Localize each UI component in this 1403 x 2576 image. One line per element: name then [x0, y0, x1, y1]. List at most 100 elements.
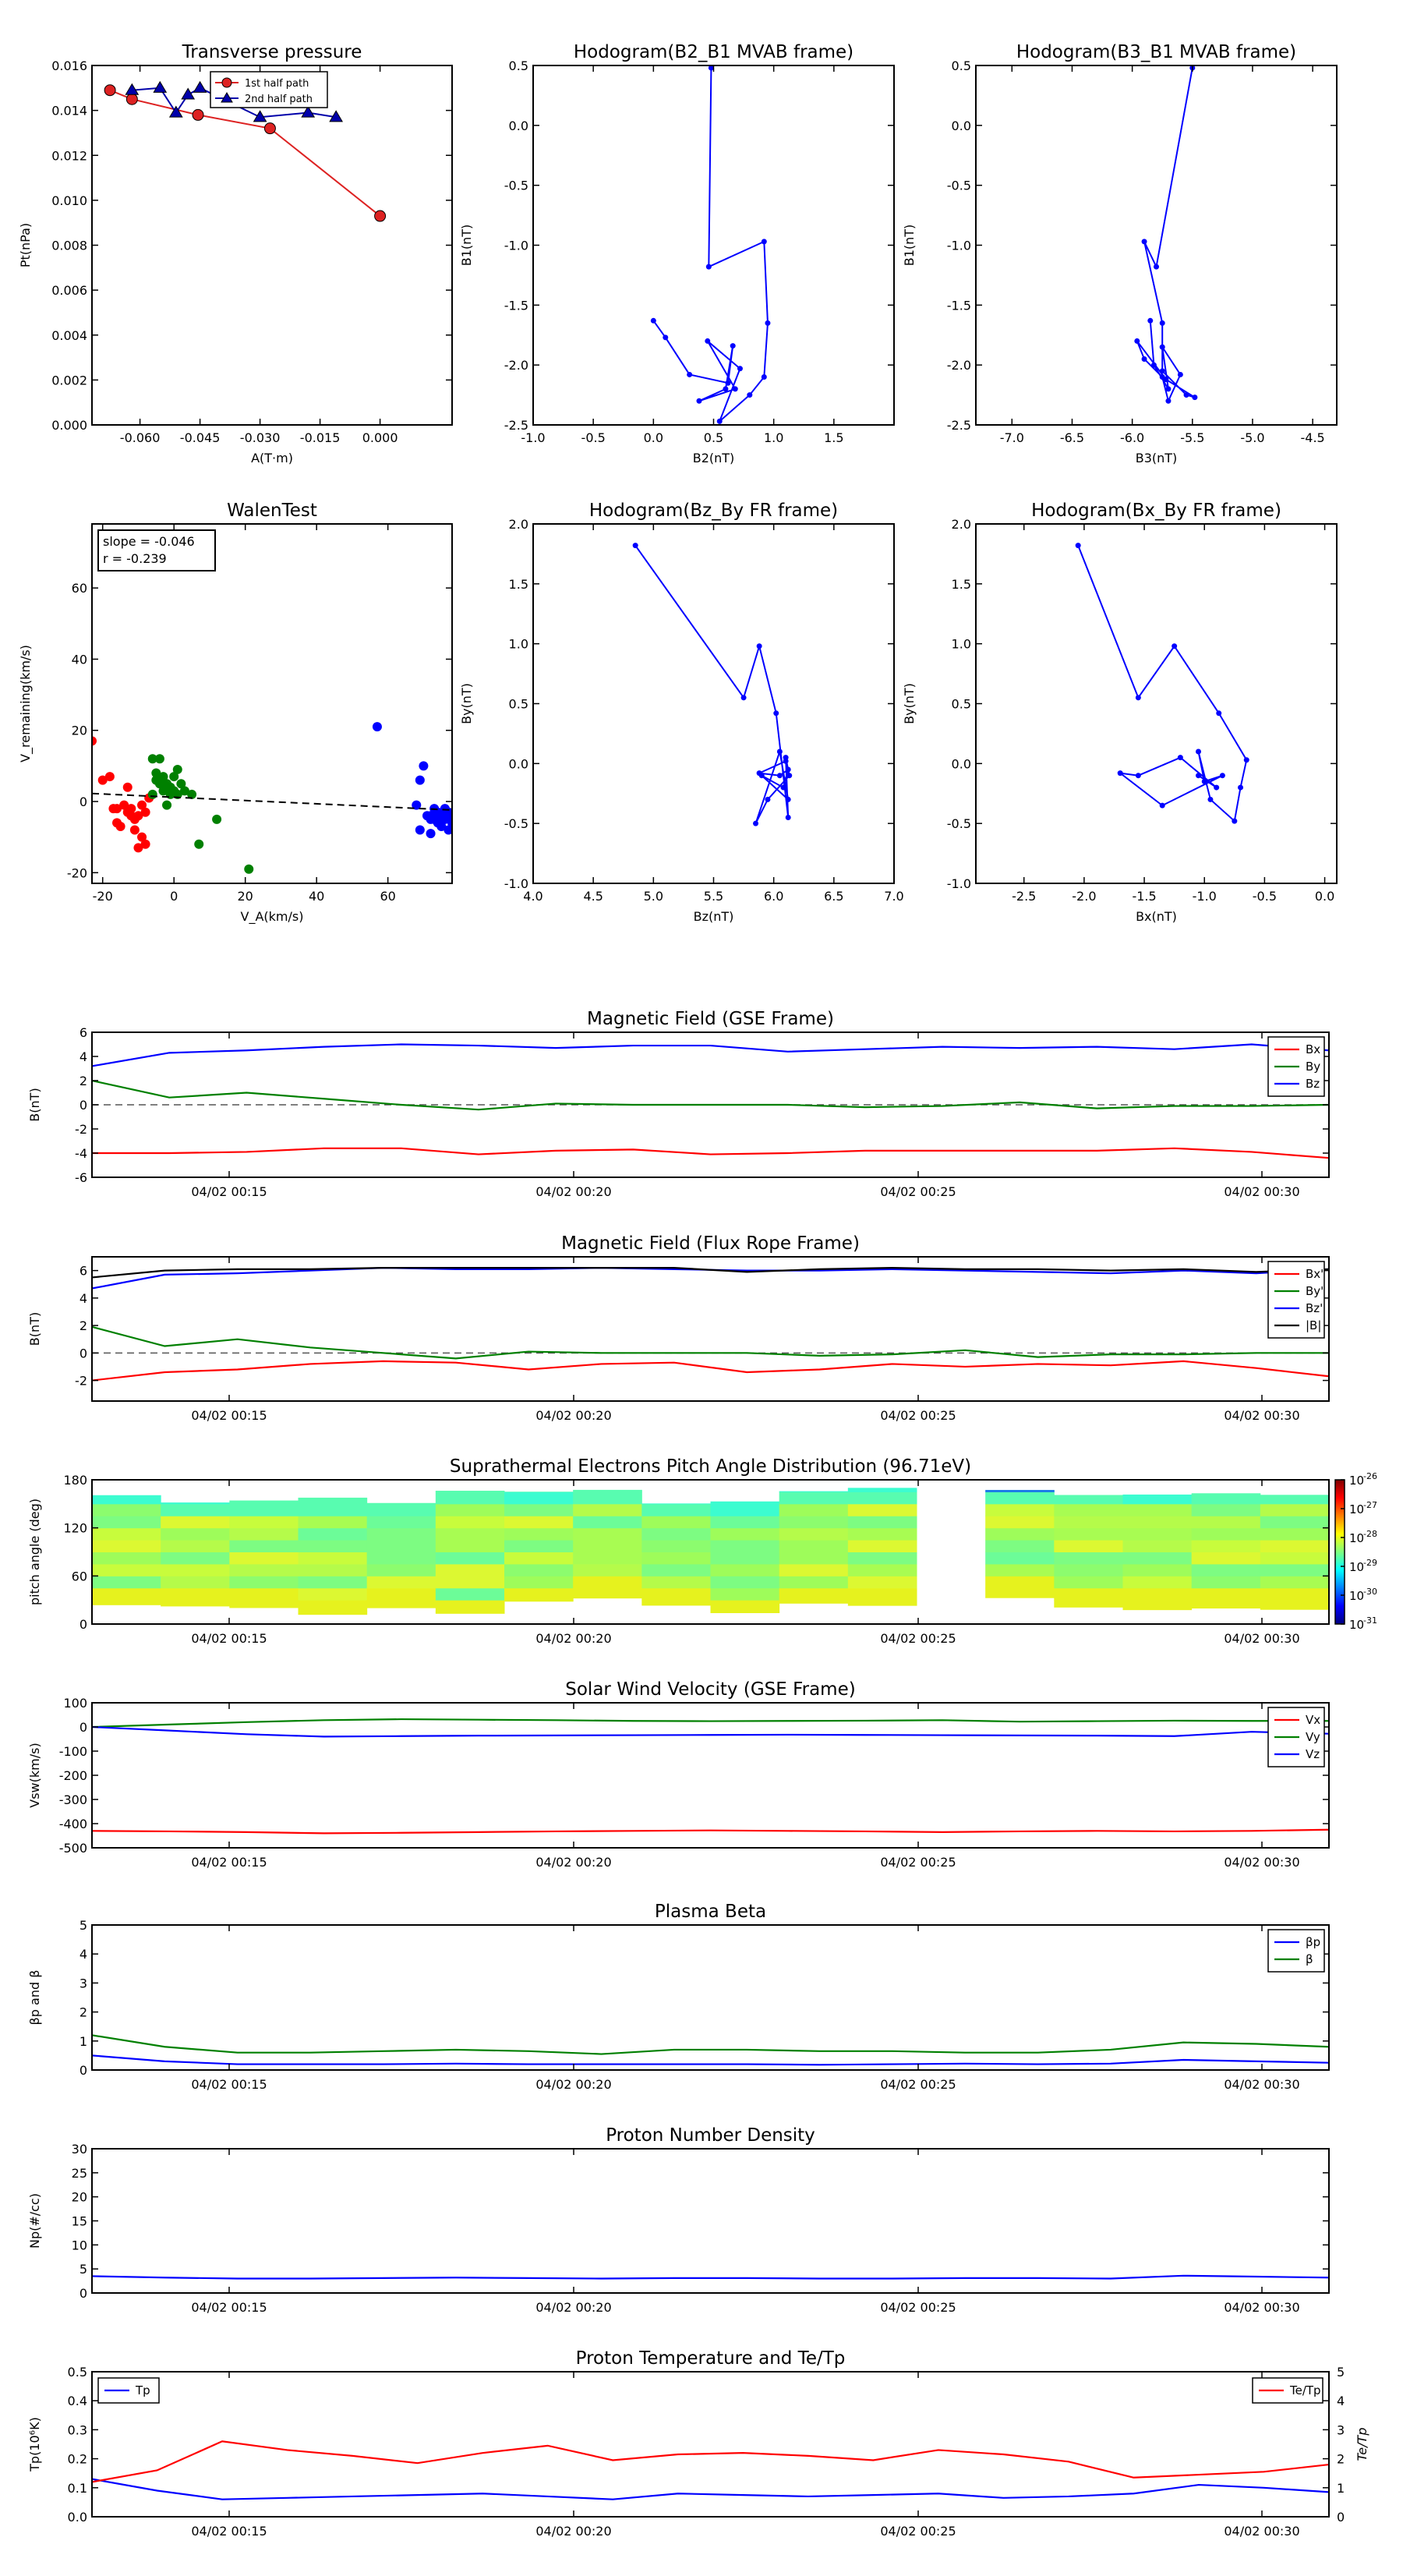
plot-area	[104, 80, 387, 222]
y-tick-label: 15	[72, 2214, 87, 2229]
data-point	[263, 122, 276, 135]
plot-area	[92, 1043, 1329, 1159]
data-point	[169, 772, 179, 782]
y-axis-label: B1(nT)	[902, 225, 917, 267]
x-tick-label: 7.0	[884, 889, 903, 904]
heatmap-cell	[366, 1503, 436, 1516]
x-axis-label: B3(nT)	[1136, 451, 1178, 465]
y-tick-label: -0.5	[947, 816, 971, 831]
heatmap-cell	[1054, 1540, 1123, 1552]
heatmap-cell	[229, 1516, 299, 1529]
colorbar-tick-exponent: -31	[1363, 1615, 1377, 1626]
data-point	[747, 392, 753, 398]
data-point	[168, 105, 183, 118]
data-point	[301, 105, 316, 118]
heatmap-cell	[847, 1540, 917, 1552]
y-tick-label: -0.5	[504, 179, 528, 193]
data-point	[785, 814, 791, 820]
data-point	[140, 807, 150, 817]
heatmap-cell	[1122, 1563, 1193, 1576]
heatmap-cell	[435, 1516, 505, 1529]
heatmap-cell	[710, 1600, 780, 1613]
data-point	[1159, 344, 1165, 350]
data-point	[753, 820, 759, 826]
heatmap-cell	[779, 1576, 849, 1589]
legend-label: Te/Tp	[1289, 2383, 1321, 2397]
data-point	[785, 796, 791, 802]
panel-title: Magnetic Field (GSE Frame)	[587, 1009, 834, 1029]
data-point	[687, 371, 693, 377]
heatmap-cell	[1260, 1587, 1330, 1601]
series-line	[92, 1266, 1329, 1279]
panel-h3: 4.0 4.5 5.0 5.5 6.0 6.5 7.0 -1.0 -0.5 0.0 0.5 1.0 1.…	[459, 501, 904, 924]
data-point	[122, 782, 133, 792]
heatmap-cell	[641, 1540, 711, 1552]
data-point	[97, 775, 108, 785]
data-point	[1201, 778, 1207, 784]
x-tick-label: 04/02 00:15	[191, 1408, 267, 1423]
heatmap-cell	[985, 1516, 1055, 1529]
data-point	[415, 825, 425, 835]
heatmap-cell	[1054, 1563, 1123, 1576]
y-tick-label: 0.004	[51, 328, 87, 343]
y-tick-label-right: 3	[1337, 2422, 1345, 2437]
x-tick-label: -5.0	[1240, 430, 1264, 445]
heatmap-cell	[985, 1552, 1055, 1565]
heatmap-cell	[779, 1600, 849, 1604]
data-point	[133, 811, 143, 821]
x-axis-label: B2(nT)	[693, 451, 735, 465]
data-point	[705, 264, 712, 270]
heatmap-cell	[847, 1563, 917, 1576]
panel-tp_temp: 0 1 2 3 4 5 Te/Tp 0.0 0.1 0.2 0.3 0.4 0.5 04/02 00:15…	[27, 2348, 1369, 2539]
heatmap-cell	[1122, 1540, 1193, 1552]
plot-frame	[91, 1924, 1330, 2071]
legend-label: By'	[1306, 1284, 1323, 1298]
panel-title: Transverse pressure	[182, 42, 362, 62]
heatmap-cell	[366, 1502, 436, 1505]
data-point	[765, 796, 771, 802]
data-point	[1165, 386, 1172, 392]
x-tick-label: 04/02 00:25	[880, 1184, 956, 1199]
y-tick-label: -200	[59, 1768, 87, 1783]
data-point	[1177, 755, 1183, 761]
data-point	[419, 761, 429, 771]
heatmap-cell	[366, 1552, 436, 1565]
heatmap-cell	[573, 1540, 642, 1552]
x-tick-label: -1.0	[1193, 889, 1217, 904]
heatmap-cell	[504, 1563, 574, 1576]
data-point	[1232, 818, 1238, 824]
x-tick-label: -5.5	[1180, 430, 1204, 445]
x-axis-label: A(T·m)	[251, 451, 293, 465]
heatmap-cell	[229, 1600, 299, 1608]
data-point	[1150, 362, 1157, 368]
heatmap-cell	[366, 1516, 436, 1529]
heatmap-cell	[985, 1540, 1055, 1552]
data-point	[696, 398, 702, 404]
x-tick-label: 04/02 00:15	[191, 2077, 267, 2092]
x-tick-label: 04/02 00:20	[535, 1631, 611, 1646]
heatmap-cell	[92, 1516, 161, 1529]
x-tick-label: 04/02 00:25	[880, 1631, 956, 1646]
heatmap-cell	[298, 1527, 368, 1541]
y-tick-label: -6	[75, 1170, 87, 1185]
x-tick-label: 04/02 00:25	[880, 2300, 956, 2315]
y-tick-label: -1.0	[504, 876, 528, 891]
y-tick-label: -4	[75, 1146, 87, 1161]
y-tick-label: 1.5	[952, 577, 971, 592]
y-tick-label: 0.010	[51, 193, 87, 208]
y-axis-label: By(nT)	[459, 683, 474, 724]
y-axis-label: B(nT)	[27, 1088, 42, 1121]
y-axis-label: B1(nT)	[459, 225, 474, 267]
heatmap-cell	[710, 1576, 780, 1589]
plot-frame	[91, 1702, 1330, 1849]
panel-title: Suprathermal Electrons Pitch Angle Distr…	[450, 1456, 971, 1477]
series-line	[634, 545, 790, 824]
data-point	[761, 374, 767, 380]
colorbar-tick-exponent: -30	[1363, 1587, 1377, 1597]
heatmap-cell	[435, 1587, 505, 1601]
y-axis-label: V_remaining(km/s)	[18, 645, 34, 763]
panel-title: Hodogram(B2_B1 MVAB frame)	[574, 42, 853, 62]
x-tick-label: -1.5	[1132, 889, 1156, 904]
panel-title: WalenTest	[227, 501, 317, 521]
y-tick-label: -300	[59, 1792, 87, 1807]
